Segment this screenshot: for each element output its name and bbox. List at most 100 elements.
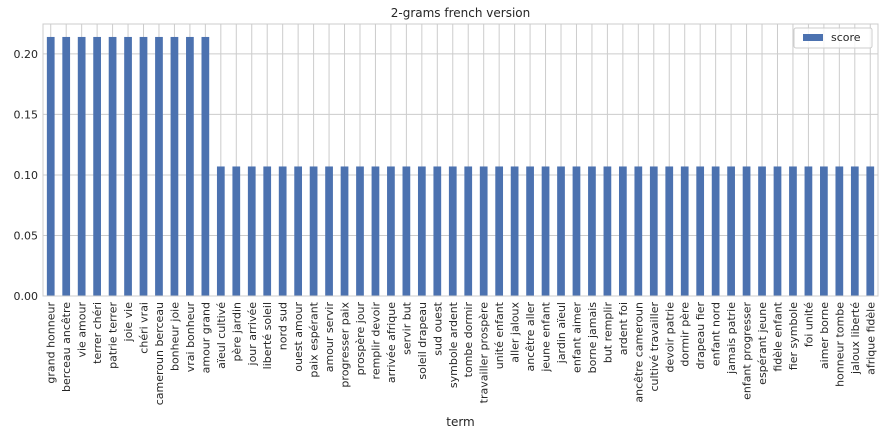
bar: [232, 166, 241, 296]
x-tick-label: devoir patrie: [663, 302, 676, 373]
x-tick-label: liberté soleil: [261, 302, 274, 369]
bar: [835, 166, 844, 296]
bars: [46, 36, 875, 296]
x-tick-label: cameroun berceau: [153, 302, 166, 405]
x-tick-label: enfant nord: [710, 302, 723, 366]
bar: [696, 166, 705, 296]
x-tick-label: amour grand: [199, 302, 212, 373]
x-tick-label: fier symbole: [787, 302, 800, 370]
bar: [850, 166, 859, 296]
x-tick-label: symbole ardent: [447, 301, 460, 388]
legend-label-score: score: [831, 31, 861, 44]
bar: [356, 166, 364, 296]
x-tick-label: arrivée afrique: [385, 302, 398, 383]
y-tick-label: 0.00: [14, 290, 39, 303]
x-tick-label: ancêtre aller: [524, 302, 537, 372]
x-tick-label: enfant aimer: [570, 302, 583, 373]
x-tick-label: servir but: [400, 301, 413, 355]
bar: [263, 166, 272, 296]
x-tick-label: progresser paix: [339, 302, 352, 388]
bar: [46, 36, 55, 296]
legend: score: [793, 27, 873, 49]
x-tick-label: remplir devoir: [369, 302, 382, 380]
x-tick-label: dormir père: [679, 302, 692, 367]
bar: [325, 166, 333, 296]
y-tick-labels: 0.00 0.05 0.10 0.15 0.20: [14, 48, 39, 303]
bar: [402, 166, 411, 296]
bar: [340, 166, 349, 296]
bar: [170, 36, 179, 296]
x-tick-label: honneur tombe: [833, 302, 846, 387]
bar: [588, 166, 596, 296]
x-tick-label: jeune enfant: [540, 301, 553, 372]
bar: [789, 166, 797, 296]
x-tick-label: jamais patrie: [725, 302, 738, 375]
y-tick-label: 0.20: [14, 48, 39, 61]
legend-box: [793, 27, 873, 49]
bar: [820, 166, 828, 296]
bar: [773, 166, 782, 296]
y-tick-label: 0.15: [14, 108, 39, 121]
x-tick-label: aïeul cultivé: [215, 302, 228, 369]
x-tick-labels: grand honneur berceau ancêtre vie amour ter…: [45, 301, 878, 405]
x-axis-title: term: [446, 415, 475, 429]
bar: [618, 166, 627, 296]
bar: [77, 36, 86, 296]
x-tick-label: foi unité: [802, 302, 815, 347]
x-tick-label: tombe dormir: [462, 302, 475, 378]
bar: [711, 166, 720, 296]
bar: [804, 166, 813, 296]
x-tick-label: sud ouest: [431, 301, 444, 355]
bar: [572, 166, 581, 296]
bar: [541, 166, 550, 296]
bar: [634, 166, 643, 296]
plot-frame: [42, 23, 879, 297]
x-tick-label: unité enfant: [493, 301, 506, 369]
bar: [742, 166, 751, 296]
bar: [665, 166, 674, 296]
x-tick-label: afrique fidèle: [864, 302, 877, 375]
bar: [278, 166, 287, 296]
bar: [294, 166, 303, 296]
x-tick-label: bonheur joie: [168, 302, 181, 371]
bar: [557, 166, 565, 296]
x-tick-label: aller jaloux: [509, 302, 522, 363]
bar: [680, 166, 689, 296]
x-tick-label: nord sud: [277, 302, 290, 350]
y-tick-label: 0.05: [14, 229, 39, 242]
bar: [417, 166, 426, 296]
x-tick-label: berceau ancêtre: [60, 302, 73, 392]
bar: [155, 36, 163, 296]
chart-title: 2-grams french version: [391, 6, 530, 20]
x-tick-label: grand honneur: [45, 302, 58, 384]
x-tick-label: drapeau fier: [694, 302, 707, 370]
x-tick-label: soleil drapeau: [416, 302, 429, 380]
bar: [108, 36, 117, 296]
gridlines: [43, 24, 878, 297]
bar: [62, 36, 71, 296]
x-tick-label: ardent foi: [617, 302, 630, 355]
x-tick-label: enfant progresser: [741, 302, 754, 400]
bar: [464, 166, 473, 296]
bar: [309, 166, 318, 296]
bar: [247, 166, 256, 296]
bar: [433, 166, 442, 296]
bar: [93, 36, 101, 296]
x-tick-label: jour arrivée: [246, 302, 259, 367]
bar: [526, 166, 534, 296]
x-tick-label: cultivé travailler: [648, 302, 661, 392]
bar: [186, 36, 194, 296]
legend-swatch: [803, 34, 823, 41]
x-tick-label: chéri vrai: [138, 302, 151, 354]
x-tick-label: aimer borne: [818, 302, 831, 369]
bar: [603, 166, 612, 296]
bar: [201, 36, 210, 296]
x-tick-label: vrai bonheur: [184, 302, 197, 373]
y-tick-label: 0.10: [14, 169, 39, 182]
bar: [216, 166, 225, 296]
x-tick-label: prospère jour: [354, 302, 367, 376]
x-tick-label: ancêtre cameroun: [632, 302, 645, 403]
x-tick-label: vie amour: [76, 302, 89, 358]
x-tick-label: ouest amour: [292, 302, 305, 372]
